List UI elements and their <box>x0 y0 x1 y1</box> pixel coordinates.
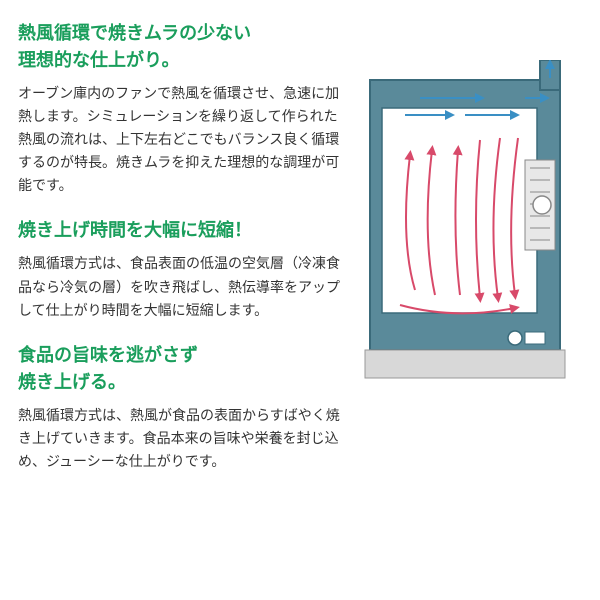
section-1-heading: 熱風循環で焼きムラの少ない理想的な仕上がり。 <box>18 20 348 74</box>
section-2-heading: 焼き上げ時間を大幅に短縮！ <box>18 217 348 244</box>
section-2-body: 熱風循環方式は、食品表面の低温の空気層（冷凍食品なら冷気の層）を吹き飛ばし、熱伝… <box>18 252 348 321</box>
oven-airflow-diagram <box>360 60 580 390</box>
diagram-column <box>360 20 582 493</box>
content-wrapper: 熱風循環で焼きムラの少ない理想的な仕上がり。 オーブン庫内のファンで熱風を循環さ… <box>18 20 582 493</box>
section-2: 焼き上げ時間を大幅に短縮！ 熱風循環方式は、食品表面の低温の空気層（冷凍食品なら… <box>18 217 348 321</box>
section-3-body: 熱風循環方式は、熱風が食品の表面からすばやく焼き上げていきます。食品本来の旨味や… <box>18 404 348 473</box>
text-column: 熱風循環で焼きムラの少ない理想的な仕上がり。 オーブン庫内のファンで熱風を循環さ… <box>18 20 348 493</box>
section-1: 熱風循環で焼きムラの少ない理想的な仕上がり。 オーブン庫内のファンで熱風を循環さ… <box>18 20 348 197</box>
section-1-body: オーブン庫内のファンで熱風を循環させ、急速に加熱します。シミュレーションを繰り返… <box>18 82 348 197</box>
section-3-heading: 食品の旨味を逃がさず焼き上げる。 <box>18 342 348 396</box>
section-3: 食品の旨味を逃がさず焼き上げる。 熱風循環方式は、熱風が食品の表面からすばやく焼… <box>18 342 348 473</box>
